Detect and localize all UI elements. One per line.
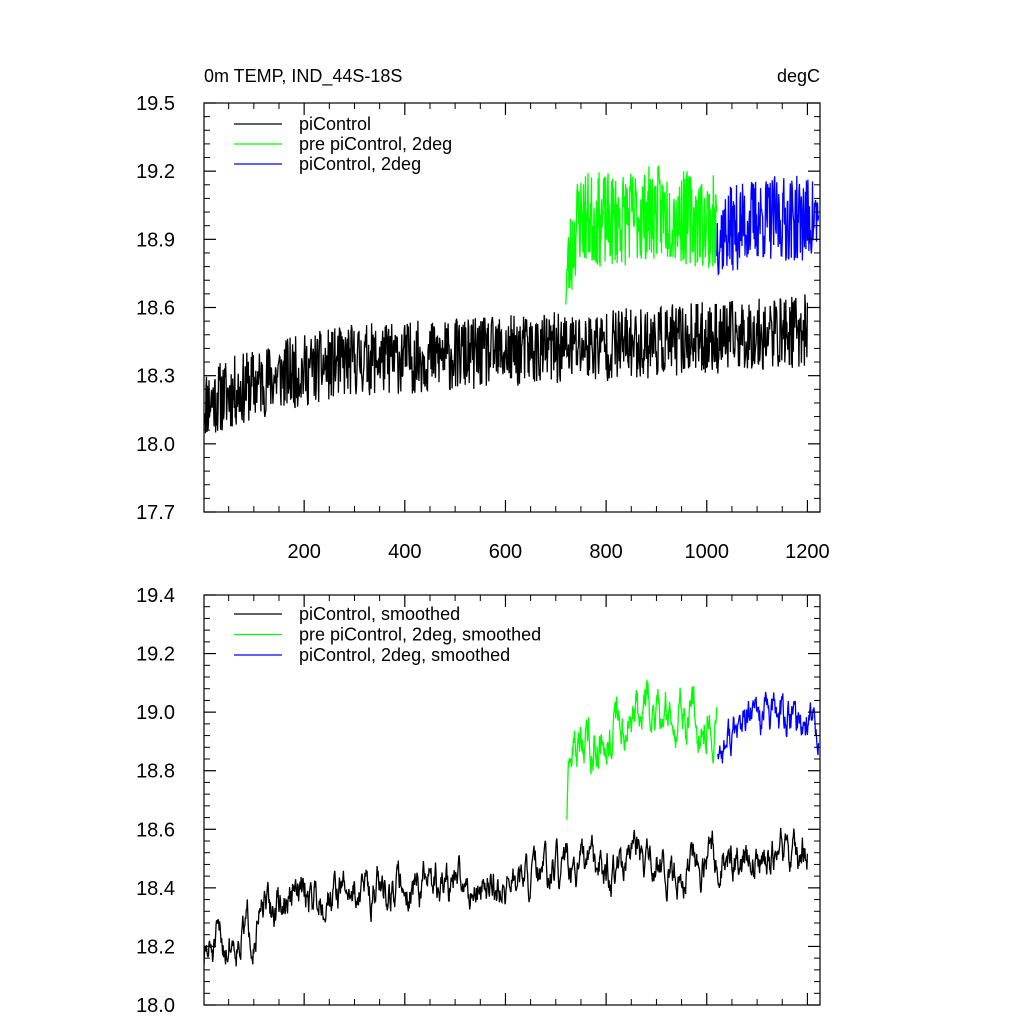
top-legend-label-1: piControl (299, 114, 371, 134)
units-label: degC (777, 66, 820, 86)
top-y-tick-label: 19.2 (136, 161, 175, 183)
bottom-plot-frame (203, 594, 821, 1006)
bottom-y-tick-label: 18.8 (136, 761, 175, 783)
top-series-line-3 (716, 175, 820, 276)
bottom-legend-label-1: piControl, smoothed (299, 604, 460, 624)
top-panel: 0m TEMP, IND_44S-18S degC 17.7 18.0 18.3 18… (136, 66, 830, 563)
top-y-tick-label: 18.0 (136, 434, 175, 456)
bottom-series-line-1 (204, 827, 809, 967)
top-x-tick-label: 1000 (685, 541, 730, 563)
bottom-legend-label-3: piControl, 2deg, smoothed (299, 645, 510, 665)
top-legend-label-3: piControl, 2deg (299, 154, 421, 174)
top-legend-label-2: pre piControl, 2deg (299, 134, 452, 154)
bottom-y-tick-label: 19.0 (136, 702, 175, 724)
bottom-y-tick-label: 18.6 (136, 819, 175, 841)
top-series-group (204, 165, 820, 434)
top-x-tick-label: 800 (589, 541, 622, 563)
bottom-panel: 18.0 18.2 18.4 18.6 18.8 19.0 19.2 19.4 piContr… (136, 585, 821, 1017)
bottom-legend-label-2: pre piControl, 2deg, smoothed (299, 625, 541, 645)
bottom-y-tick-label: 18.2 (136, 936, 175, 958)
bottom-y-tick-label: 18.0 (136, 995, 175, 1017)
bottom-y-tick-label: 18.4 (136, 878, 175, 900)
top-y-tick-label: 18.9 (136, 229, 175, 251)
top-series-line-1 (204, 294, 809, 434)
bottom-axes: 18.0 18.2 18.4 18.6 18.8 19.0 19.2 19.4 (136, 585, 821, 1017)
top-x-tick-label: 200 (287, 541, 320, 563)
bottom-y-tick-label: 19.2 (136, 644, 175, 666)
top-axes: 17.7 18.0 18.3 18.6 18.9 19.2 19.5 200 400 600 800… (136, 93, 830, 563)
top-x-tick-label: 1200 (785, 541, 830, 563)
top-x-tick-label: 400 (388, 541, 421, 563)
top-x-tick-label: 600 (489, 541, 522, 563)
top-y-tick-label: 17.7 (136, 502, 175, 524)
top-y-tick-label: 19.5 (136, 93, 175, 115)
chart-title: 0m TEMP, IND_44S-18S (204, 66, 402, 87)
top-plot-frame (203, 102, 821, 513)
top-y-tick-label: 18.6 (136, 298, 175, 320)
bottom-series-line-2 (566, 679, 718, 820)
top-y-tick-label: 18.3 (136, 366, 175, 388)
bottom-y-tick-label: 19.4 (136, 585, 175, 607)
bottom-series-line-3 (717, 691, 820, 764)
top-series-line-2 (565, 165, 718, 305)
bottom-series-group (204, 679, 820, 967)
